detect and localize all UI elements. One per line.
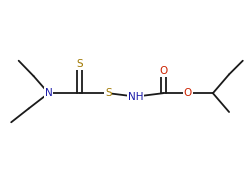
- Text: N: N: [45, 88, 53, 98]
- Text: S: S: [76, 59, 83, 69]
- Text: S: S: [105, 88, 112, 98]
- Text: O: O: [184, 88, 192, 98]
- Text: O: O: [159, 66, 167, 76]
- Text: NH: NH: [128, 92, 143, 102]
